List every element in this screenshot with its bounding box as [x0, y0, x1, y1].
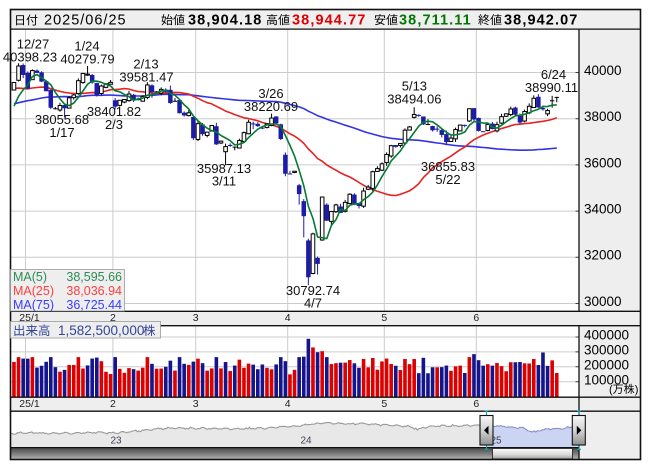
svg-text:36855.83: 36855.83	[421, 159, 475, 174]
svg-text:5/13: 5/13	[402, 79, 427, 94]
svg-text:100000: 100000	[584, 372, 629, 387]
svg-text:1/17: 1/17	[49, 125, 74, 140]
svg-text:34000: 34000	[584, 202, 622, 217]
svg-text:32000: 32000	[584, 248, 622, 263]
svg-text:38,711.11: 38,711.11	[399, 13, 472, 29]
svg-text:5: 5	[381, 312, 387, 324]
svg-text:6/24: 6/24	[541, 67, 566, 82]
svg-text:3: 3	[193, 312, 199, 324]
svg-text:38,595.66: 38,595.66	[66, 270, 122, 284]
svg-text:38,944.77: 38,944.77	[292, 13, 366, 29]
svg-text:38,942.07: 38,942.07	[504, 13, 578, 29]
svg-text:38990.11: 38990.11	[525, 80, 578, 95]
svg-text:2: 2	[110, 312, 116, 324]
svg-text:3: 3	[193, 398, 199, 410]
svg-text:39581.47: 39581.47	[119, 69, 173, 84]
svg-text:3/26: 3/26	[258, 86, 283, 101]
svg-text:40000: 40000	[584, 63, 622, 78]
svg-text:4/7: 4/7	[304, 296, 322, 311]
svg-text:38000: 38000	[584, 109, 622, 124]
svg-text:2/13: 2/13	[133, 57, 158, 72]
svg-text:MA(25): MA(25)	[13, 284, 54, 298]
svg-text:38,036.94: 38,036.94	[66, 284, 122, 298]
svg-text:23: 23	[110, 436, 122, 447]
svg-text:30792.74: 30792.74	[286, 283, 340, 298]
svg-text:40398.23: 40398.23	[3, 49, 57, 64]
svg-text:30000: 30000	[584, 294, 622, 309]
svg-text:MA(5): MA(5)	[13, 270, 47, 284]
svg-text:6: 6	[473, 398, 479, 410]
svg-text:25/1: 25/1	[19, 398, 40, 410]
svg-text:38055.68: 38055.68	[35, 112, 89, 127]
svg-text:200000: 200000	[584, 357, 629, 372]
svg-text:38401.82: 38401.82	[87, 104, 141, 119]
svg-text:12/27: 12/27	[17, 37, 50, 52]
svg-text:3/11: 3/11	[212, 174, 236, 189]
svg-text:25: 25	[490, 436, 502, 447]
svg-text:2025/06/25: 2025/06/25	[44, 13, 127, 29]
svg-text:38,904.18: 38,904.18	[188, 13, 262, 29]
svg-text:1,582,500,000: 1,582,500,000	[58, 323, 144, 338]
svg-text:1/24: 1/24	[74, 39, 99, 54]
svg-text:2/3: 2/3	[105, 117, 123, 132]
svg-text:5: 5	[381, 398, 387, 410]
svg-text:4: 4	[285, 312, 291, 324]
svg-text:36000: 36000	[584, 155, 622, 170]
svg-text:(: (	[609, 384, 613, 396]
svg-text:400000: 400000	[584, 328, 629, 343]
svg-text:): )	[635, 384, 639, 396]
svg-text:36,725.44: 36,725.44	[66, 298, 122, 312]
svg-text:6: 6	[473, 312, 479, 324]
svg-text:2: 2	[110, 398, 116, 410]
svg-text:MA(75): MA(75)	[13, 298, 54, 312]
svg-text:35987.13: 35987.13	[197, 161, 251, 176]
svg-text:4: 4	[285, 398, 291, 410]
svg-text:5/22: 5/22	[435, 172, 460, 187]
svg-text:40279.79: 40279.79	[60, 51, 114, 66]
svg-text:38220.69: 38220.69	[244, 99, 298, 114]
svg-text:24: 24	[300, 436, 312, 447]
svg-text:38494.06: 38494.06	[387, 91, 441, 106]
svg-text:300000: 300000	[584, 343, 629, 358]
